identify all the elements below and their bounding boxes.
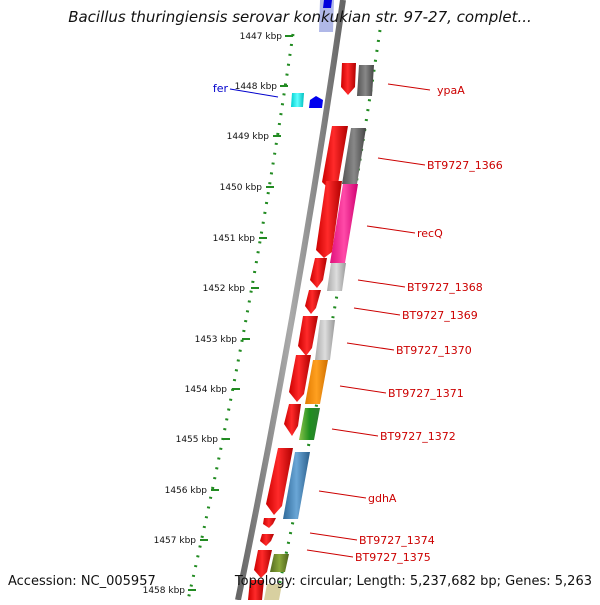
- gene-feature-1371-cds[interactable]: [289, 355, 311, 402]
- gene-feature-1375-cds[interactable]: [254, 550, 272, 578]
- gene-label-ypaA[interactable]: ypaA: [437, 84, 465, 97]
- gene-feature-1374-cds[interactable]: [263, 518, 276, 528]
- leader-1374: [309, 532, 358, 541]
- gene-feature-1372-cds[interactable]: [284, 404, 301, 436]
- ruler-ticks: 1447 kbp 1448 kbp 1449 kbp 1450 kbp 1451…: [143, 32, 293, 596]
- leader-1372: [331, 428, 379, 437]
- leader-gdhA: [318, 490, 367, 499]
- gene-label-1374[interactable]: BT9727_1374: [359, 534, 435, 547]
- ruler-tick-label: 1453 kbp: [195, 335, 238, 345]
- gene-label-1366[interactable]: BT9727_1366: [427, 159, 503, 172]
- gene-feature-gdhA-cds[interactable]: [266, 448, 293, 515]
- gene-feature-1366-cds[interactable]: [322, 126, 348, 190]
- ruler-tick-label: 1454 kbp: [185, 385, 228, 395]
- gene-feature-1368[interactable]: [327, 263, 346, 291]
- gene-label-1375[interactable]: BT9727_1375: [355, 551, 431, 564]
- ruler-tick-label: 1458 kbp: [143, 586, 186, 596]
- gene-feature[interactable]: [248, 580, 264, 600]
- gene-label-fer[interactable]: fer: [213, 82, 229, 95]
- ruler-tick-label: 1448 kbp: [235, 82, 278, 92]
- leader-1375: [306, 549, 354, 558]
- ruler-tick-label: 1456 kbp: [165, 486, 208, 496]
- topology-info: Topology: circular; Length: 5,237,682 bp…: [234, 574, 592, 589]
- gene-features: [248, 0, 374, 600]
- ruler-tick-label: 1457 kbp: [154, 536, 197, 546]
- gene-feature-1369-cds[interactable]: [305, 290, 321, 314]
- gene-feature-recQ-cds[interactable]: [316, 181, 342, 258]
- leader-ypaA: [387, 83, 431, 91]
- gene-feature-1368-cds[interactable]: [310, 258, 327, 288]
- gene-feature[interactable]: [323, 0, 332, 8]
- ruler-line-right: [274, 29, 382, 601]
- gene-feature-1375[interactable]: [270, 554, 289, 572]
- gene-feature-1370-cds[interactable]: [298, 316, 318, 356]
- ruler-tick-label: 1449 kbp: [227, 132, 270, 142]
- gene-feature-fer-marker[interactable]: [309, 96, 323, 108]
- gene-feature-recQ[interactable]: [330, 184, 358, 263]
- accession-info: Accession: NC_005957: [8, 574, 156, 589]
- leader-fer: [229, 88, 279, 98]
- gene-label-1372[interactable]: BT9727_1372: [380, 430, 456, 443]
- leader-1371: [339, 385, 387, 394]
- leader-1369: [353, 307, 401, 316]
- gene-label-1371[interactable]: BT9727_1371: [388, 387, 464, 400]
- gene-label-gdhA[interactable]: gdhA: [368, 492, 397, 505]
- label-leaders: [229, 83, 431, 558]
- gene-feature-1371[interactable]: [305, 360, 328, 404]
- gene-feature-1366[interactable]: [342, 128, 366, 184]
- gene-label-recQ[interactable]: recQ: [417, 227, 443, 240]
- ruler-tick-label: 1455 kbp: [176, 435, 219, 445]
- gene-label-1368[interactable]: BT9727_1368: [407, 281, 483, 294]
- leader-recQ: [366, 225, 416, 234]
- gene-label-1369[interactable]: BT9727_1369: [402, 309, 478, 322]
- gene-feature-1370[interactable]: [315, 320, 335, 360]
- ruler-tick-label: 1452 kbp: [203, 284, 246, 294]
- gene-label-1370[interactable]: BT9727_1370: [396, 344, 472, 357]
- gene-feature[interactable]: [264, 584, 282, 600]
- ruler-tick-label: 1450 kbp: [220, 183, 263, 193]
- gene-feature-ypaA-cds[interactable]: [341, 63, 356, 95]
- gene-feature-1374b-cds[interactable]: [260, 534, 274, 546]
- gene-labels: fer ypaA BT9727_1366 recQ BT9727_1368 BT…: [213, 82, 503, 564]
- leader-1370: [346, 342, 395, 351]
- gene-feature-gdhA[interactable]: [283, 452, 310, 519]
- ruler-tick-label: 1447 kbp: [240, 32, 283, 42]
- gene-feature-ypaA[interactable]: [357, 65, 374, 96]
- gene-feature-1372[interactable]: [299, 408, 320, 440]
- ruler-tick-label: 1451 kbp: [213, 234, 256, 244]
- gene-feature-fer[interactable]: [291, 93, 304, 107]
- map-title: Bacillus thuringiensis serovar konkukian…: [68, 8, 532, 26]
- ruler-line-left: [186, 33, 295, 601]
- leader-1368: [357, 279, 406, 288]
- leader-1366: [377, 157, 426, 166]
- genome-backbone: [235, 0, 346, 601]
